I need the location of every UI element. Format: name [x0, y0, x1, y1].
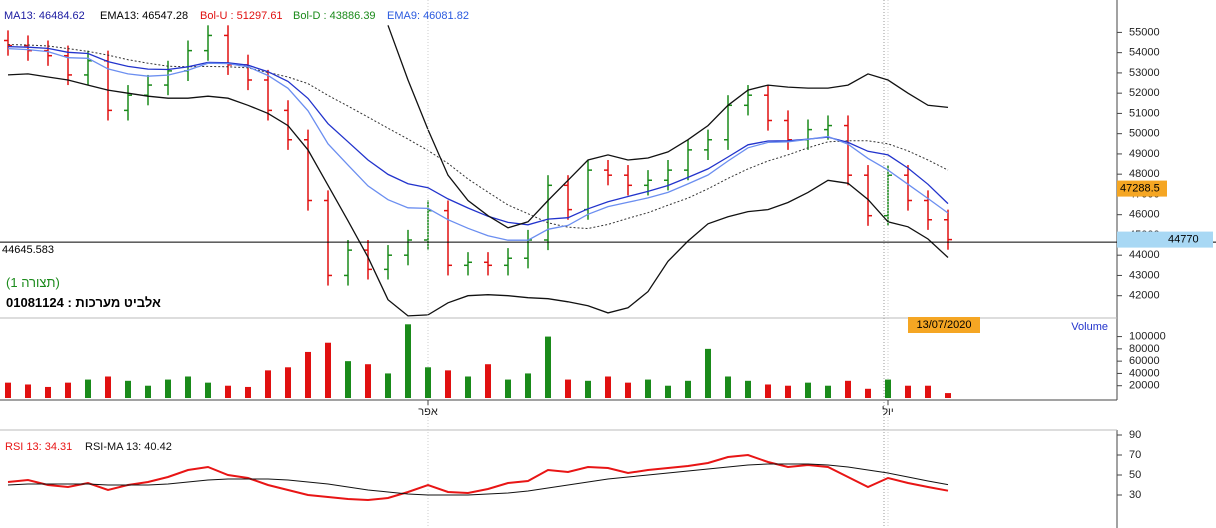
volume-bar	[945, 393, 951, 398]
volume-bar	[625, 382, 631, 398]
marker-price-box	[1117, 180, 1167, 197]
line-series	[7, 47, 949, 241]
legend-entry: EMA13: 46547.28	[100, 10, 188, 22]
y-tick-label: 50	[1129, 469, 1141, 481]
security-name: אלביט מערכות : 01081124	[6, 295, 161, 310]
legend-entry: RSI 13: 34.31	[5, 441, 72, 453]
volume-bar	[305, 351, 311, 398]
last-price-label: 44770	[1168, 234, 1199, 246]
y-tick-label: 80000	[1129, 343, 1160, 355]
volume-bar	[65, 382, 71, 398]
volume-bar	[925, 385, 931, 398]
volume-bar	[165, 379, 171, 398]
y-tick-label: 46000	[1129, 209, 1160, 221]
volume-bar	[145, 385, 151, 398]
y-tick-label: 49000	[1129, 148, 1160, 160]
legend-entry: MA13: 46484.62	[4, 10, 85, 22]
volume-bar	[825, 385, 831, 398]
volume-bar	[805, 382, 811, 398]
volume-bar	[225, 385, 231, 398]
volume-bar	[405, 324, 411, 398]
volume-bar	[685, 380, 691, 398]
last-price-box	[1117, 231, 1213, 248]
cursor-date: 13/07/2020	[916, 319, 971, 331]
volume-bar	[605, 376, 611, 398]
y-tick-label: 70	[1129, 449, 1141, 461]
volume-bar	[85, 379, 91, 398]
volume-bar	[285, 367, 291, 398]
volume-bar	[205, 382, 211, 398]
volume-bar	[45, 386, 51, 398]
crosshair-label: 44645.583	[2, 244, 54, 256]
line-series	[7, 463, 949, 496]
legend-entry: Bol-D : 43886.39	[293, 10, 376, 22]
volume-bar	[645, 379, 651, 398]
volume-bar	[5, 382, 11, 398]
y-tick-label: 100000	[1129, 330, 1166, 342]
volume-bar	[425, 367, 431, 398]
y-tick-label: 20000	[1129, 380, 1160, 392]
volume-bar	[865, 388, 871, 398]
volume-bar	[725, 376, 731, 398]
volume-bar	[565, 379, 571, 398]
line-series	[7, 44, 949, 230]
layout-name: (תצורה 1)	[6, 275, 60, 290]
volume-bar	[545, 336, 551, 398]
volume-bar	[325, 342, 331, 398]
y-tick-label: 53000	[1129, 67, 1160, 79]
volume-bar	[365, 364, 371, 398]
volume-bar	[125, 380, 131, 398]
marker-price-label: 47288.5	[1120, 182, 1160, 194]
volume-bar	[785, 385, 791, 398]
panel-title: Volume	[1071, 321, 1108, 333]
volume-bar	[445, 370, 451, 398]
volume-bar	[525, 373, 531, 398]
y-tick-label: 51000	[1129, 107, 1160, 119]
y-tick-label: 43000	[1129, 269, 1160, 281]
crosshair-label-bg	[0, 243, 66, 258]
y-tick-label: 50000	[1129, 128, 1160, 140]
volume-bar	[385, 373, 391, 398]
volume-bar	[765, 384, 771, 398]
y-tick-label: 44000	[1129, 249, 1160, 261]
y-tick-label: 60000	[1129, 355, 1160, 367]
volume-bar	[245, 386, 251, 398]
volume-bar	[585, 380, 591, 398]
volume-bar	[105, 376, 111, 398]
price-plot	[4, 25, 952, 317]
line-series	[7, 45, 949, 226]
x-tick-label: יול	[882, 405, 894, 418]
volume-bar	[25, 384, 31, 398]
y-tick-label: 48000	[1129, 168, 1160, 180]
volume-bar	[665, 385, 671, 398]
volume-bar	[485, 364, 491, 398]
legend-entry: EMA9: 46081.82	[387, 10, 469, 22]
line-series	[7, 453, 949, 502]
y-tick-label: 54000	[1129, 47, 1160, 59]
volume-bar	[845, 380, 851, 398]
volume-bar	[465, 376, 471, 398]
legend-entry: Bol-U : 51297.61	[200, 10, 283, 22]
volume-bar	[905, 385, 911, 398]
volume-bar	[705, 348, 711, 398]
y-tick-label: 52000	[1129, 87, 1160, 99]
x-tick-label: אפר	[418, 406, 438, 418]
y-tick-label: 40000	[1129, 367, 1160, 379]
volume-bar	[345, 361, 351, 398]
line-series	[7, 73, 949, 317]
line-series	[387, 25, 949, 229]
legend-entry: RSI-MA 13: 40.42	[85, 441, 172, 453]
y-tick-label: 30	[1129, 489, 1141, 501]
volume-bar	[505, 379, 511, 398]
volume-bar	[745, 380, 751, 398]
y-tick-label: 42000	[1129, 290, 1160, 302]
volume-bar	[185, 376, 191, 398]
y-tick-label: 55000	[1129, 26, 1160, 38]
y-tick-label: 90	[1129, 429, 1141, 441]
cursor-date-box	[908, 317, 980, 333]
volume-bar	[265, 370, 271, 398]
volume-bar	[885, 379, 891, 398]
